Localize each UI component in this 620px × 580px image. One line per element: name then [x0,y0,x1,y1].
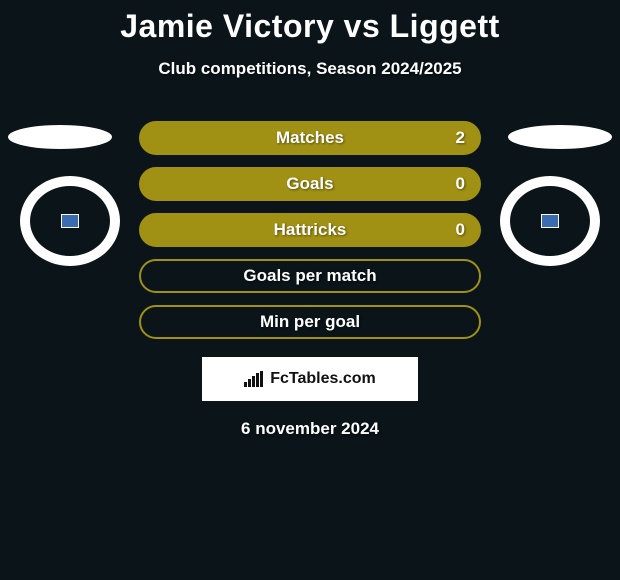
stat-value-right: 0 [456,220,465,240]
date-text: 6 november 2024 [0,419,620,439]
stat-value-right: 0 [456,174,465,194]
brand-text: FcTables.com [270,370,376,388]
stat-label: Hattricks [274,220,347,240]
stat-row: Goals per match [139,259,481,293]
stat-row: Min per goal [139,305,481,339]
stat-label: Min per goal [260,312,360,332]
brand-chart-icon [244,371,266,387]
stat-row: Matches 2 [139,121,481,155]
stat-value-right: 2 [456,128,465,148]
stats-list: Matches 2 Goals 0 Hattricks 0 Goals per match M… [0,121,620,339]
subtitle: Club competitions, Season 2024/2025 [0,59,620,79]
page-title: Jamie Victory vs Liggett [0,8,620,45]
brand-badge: FcTables.com [202,357,418,401]
title-player2: Liggett [390,8,500,44]
stat-label: Goals [286,174,333,194]
stat-label: Matches [276,128,344,148]
title-vs: vs [344,8,381,44]
stat-row: Hattricks 0 [139,213,481,247]
stat-label: Goals per match [243,266,376,286]
title-player1: Jamie Victory [120,8,334,44]
stat-row: Goals 0 [139,167,481,201]
